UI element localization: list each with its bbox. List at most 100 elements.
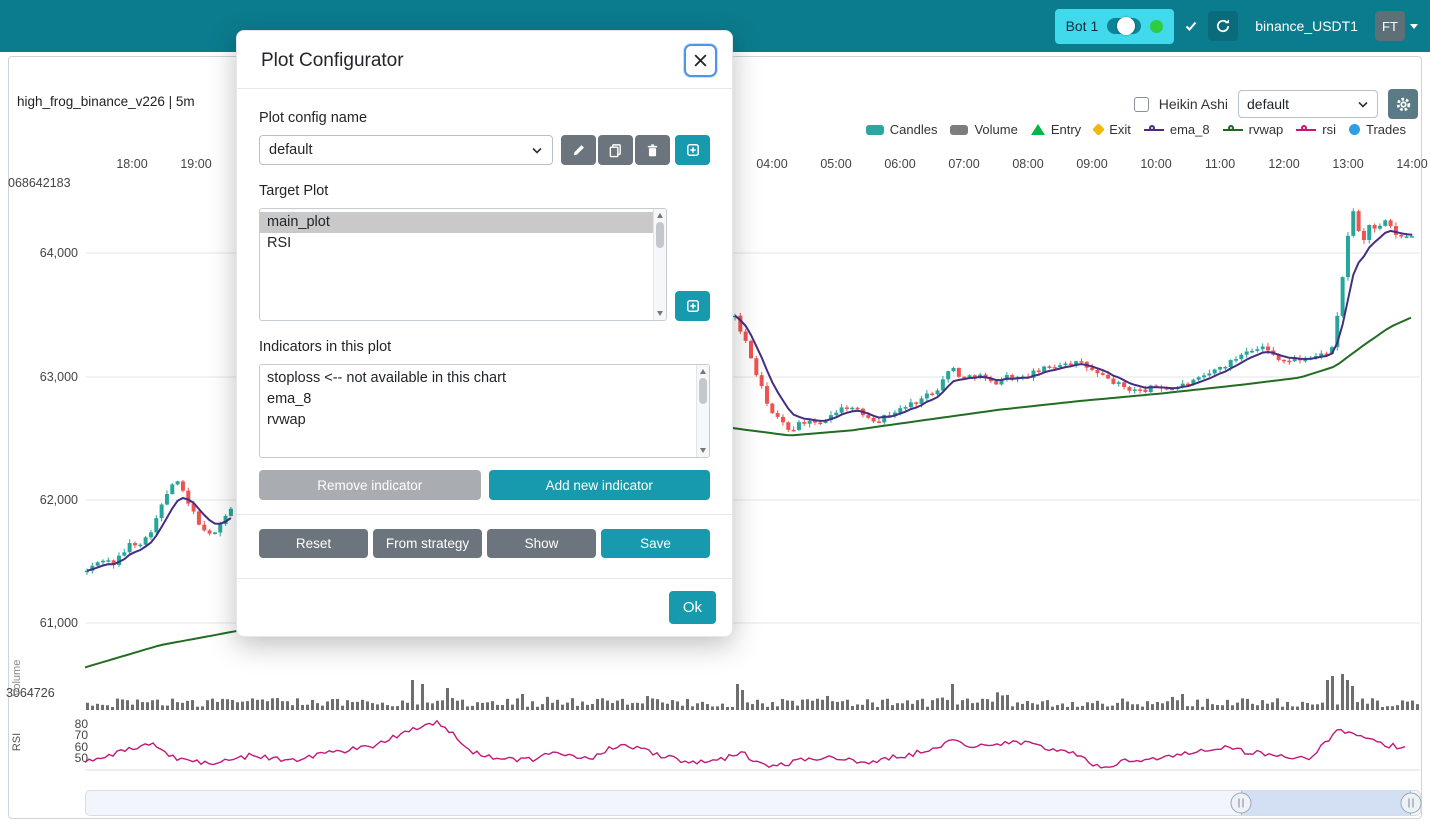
legend-item-trades[interactable]: Trades: [1349, 122, 1406, 137]
show-button[interactable]: Show: [487, 529, 596, 558]
indicator-option[interactable]: ema_8: [267, 391, 312, 407]
bot-toggle[interactable]: [1107, 17, 1142, 35]
svg-text:06:00: 06:00: [884, 157, 915, 171]
chevron-down-icon: [1358, 101, 1368, 108]
modal-footer: Ok: [237, 578, 732, 636]
legend-label: Volume: [974, 122, 1018, 137]
svg-text:068642183: 068642183: [8, 176, 71, 190]
legend-label: Exit: [1109, 122, 1131, 137]
modal-header: Plot Configurator: [237, 31, 732, 89]
svg-text:60: 60: [75, 740, 89, 754]
svg-text:04:00: 04:00: [756, 157, 787, 171]
delete-config-button[interactable]: [635, 135, 670, 165]
svg-text:Volume: Volume: [11, 660, 23, 697]
scroll-up-icon[interactable]: [700, 369, 706, 374]
pencil-icon: [573, 144, 584, 155]
save-button[interactable]: Save: [601, 529, 710, 558]
add-config-button[interactable]: [675, 135, 710, 165]
exit-legend-icon: [1092, 123, 1106, 136]
volume-legend-icon: [950, 124, 969, 135]
scrollbar[interactable]: [696, 365, 709, 457]
duplicate-config-button[interactable]: [598, 135, 633, 165]
chart-title: high_frog_binance_v226 | 5m: [17, 94, 195, 109]
indicators-list[interactable]: stoploss <-- not available in this chart…: [259, 364, 710, 458]
svg-text:70: 70: [75, 728, 89, 742]
svg-text:63,000: 63,000: [40, 370, 78, 384]
datazoom-slider[interactable]: [85, 790, 1422, 816]
legend-label: Trades: [1366, 122, 1406, 137]
check-icon: [1186, 21, 1197, 31]
plot-config-select-value: default: [1247, 96, 1290, 112]
datazoom-handle-right[interactable]: [1400, 792, 1422, 814]
add-indicator-button[interactable]: Add new indicator: [488, 470, 710, 500]
indicator-option[interactable]: rvwap: [267, 412, 306, 428]
target-plot-list[interactable]: main_plot RSI: [259, 208, 667, 321]
remove-indicator-button[interactable]: Remove indicator: [259, 470, 481, 500]
svg-text:14:00: 14:00: [1396, 157, 1427, 171]
legend-item-entry[interactable]: Entry: [1030, 122, 1081, 137]
trades-legend-icon: [1349, 124, 1361, 135]
svg-text:09:00: 09:00: [1076, 157, 1107, 171]
rsi-legend-icon: [1296, 124, 1317, 135]
svg-text:62,000: 62,000: [40, 493, 78, 507]
ema_8-legend-icon: [1143, 124, 1164, 135]
svg-text:80: 80: [75, 717, 89, 731]
scroll-down-icon[interactable]: [657, 311, 663, 316]
config-name-select[interactable]: default: [259, 135, 553, 165]
gear-icon: [1396, 97, 1410, 111]
legend-item-rsi[interactable]: rsi: [1296, 122, 1336, 137]
entry-legend-icon: [1030, 124, 1045, 135]
indicators-label: Indicators in this plot: [259, 339, 392, 355]
add-plot-button[interactable]: [675, 291, 710, 321]
legend-item-candles[interactable]: Candles: [865, 122, 938, 137]
svg-text:11:00: 11:00: [1205, 157, 1235, 171]
target-plot-option[interactable]: RSI: [267, 235, 292, 251]
divider: [237, 514, 732, 515]
svg-text:RSI: RSI: [11, 733, 23, 751]
svg-text:13:00: 13:00: [1332, 157, 1363, 171]
datazoom-window[interactable]: [1241, 791, 1411, 815]
reset-button[interactable]: Reset: [259, 529, 368, 558]
pair-name: binance_USDT1: [1255, 18, 1358, 34]
legend-label: rvwap: [1248, 122, 1284, 137]
bot-name-label: Bot 1: [1065, 18, 1099, 34]
legend-item-rvwap[interactable]: rvwap: [1222, 122, 1284, 137]
ok-button[interactable]: Ok: [668, 591, 716, 624]
scroll-thumb[interactable]: [699, 378, 707, 404]
chevron-down-icon: [532, 147, 542, 154]
from-strategy-button[interactable]: From strategy: [373, 529, 482, 558]
legend-item-ema_8[interactable]: ema_8: [1143, 122, 1210, 137]
datazoom-handle-left[interactable]: [1230, 792, 1252, 814]
legend-label: Candles: [889, 122, 938, 137]
svg-text:08:00: 08:00: [1012, 157, 1043, 171]
scroll-thumb[interactable]: [656, 222, 664, 248]
plot-config-select[interactable]: default: [1238, 90, 1378, 118]
svg-text:19:00: 19:00: [180, 157, 211, 171]
plot-settings-button[interactable]: [1388, 89, 1418, 119]
reload-button[interactable]: [1208, 11, 1239, 41]
plot-configurator-modal: Plot Configurator Plot config name defau…: [236, 30, 733, 637]
config-name-select-value: default: [269, 142, 313, 158]
close-button[interactable]: [684, 44, 717, 77]
bot-selector[interactable]: Bot 1: [1054, 8, 1175, 44]
scrollbar[interactable]: [653, 209, 666, 320]
indicator-option[interactable]: stoploss <-- not available in this chart: [267, 370, 506, 386]
bot-online-dot: [1150, 19, 1164, 33]
svg-text:07:00: 07:00: [948, 157, 979, 171]
heikin-ashi-checkbox[interactable]: [1133, 96, 1149, 112]
chart-legend: Candles Volume Entry Exit ema_8 rvwap rsi Trade…: [865, 122, 1406, 137]
edit-config-button[interactable]: [561, 135, 596, 165]
copy-icon: [609, 143, 621, 157]
legend-item-exit[interactable]: Exit: [1092, 122, 1131, 137]
scroll-up-icon[interactable]: [657, 213, 663, 218]
plus-square-icon: [686, 144, 699, 156]
legend-label: ema_8: [1169, 122, 1210, 137]
legend-item-volume[interactable]: Volume: [950, 122, 1018, 137]
user-menu[interactable]: FT: [1375, 11, 1418, 41]
target-plot-option[interactable]: main_plot: [260, 212, 653, 233]
datazoom-area: [86, 791, 1420, 815]
modal-title: Plot Configurator: [261, 49, 404, 71]
scroll-down-icon[interactable]: [700, 448, 706, 453]
avatar: FT: [1375, 11, 1405, 41]
